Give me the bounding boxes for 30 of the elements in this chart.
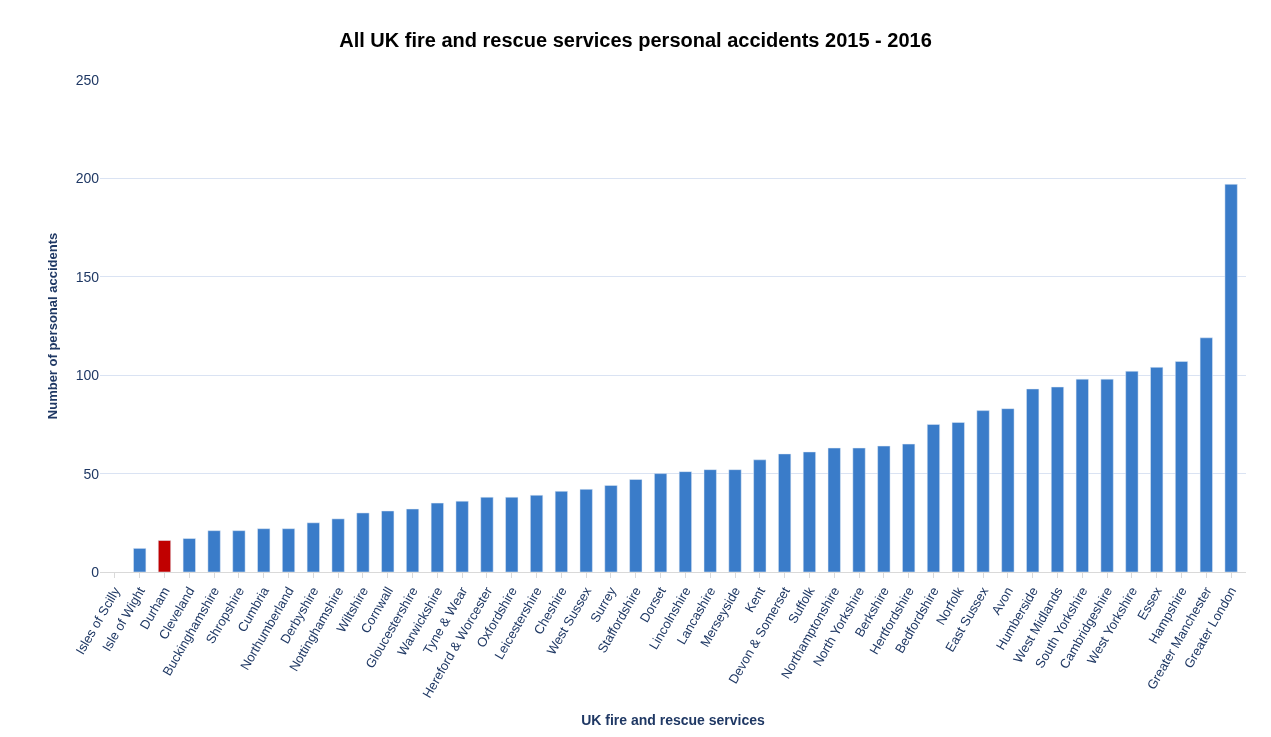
bar — [579, 489, 593, 572]
y-tick-label: 0 — [91, 563, 100, 580]
y-tick-label: 150 — [75, 268, 100, 285]
chart-title: All UK fire and rescue services personal accidents 2015 - 2016 — [339, 29, 932, 52]
bar — [257, 528, 271, 572]
bar — [282, 528, 295, 572]
bar — [232, 530, 246, 572]
bar — [182, 538, 196, 572]
bar — [381, 510, 395, 572]
bar — [629, 479, 643, 572]
x-axis-title: UK fire and rescue services — [581, 711, 766, 728]
y-tick-label: 50 — [83, 465, 100, 482]
y-axis-title: Number of personal accidents — [44, 232, 60, 420]
y-tick-label: 100 — [75, 367, 100, 384]
bar — [530, 495, 544, 572]
y-tick-label: 250 — [75, 71, 100, 88]
bar — [554, 491, 568, 572]
bar — [604, 485, 618, 572]
bar — [505, 496, 519, 572]
bar — [133, 548, 147, 572]
bar — [455, 500, 469, 572]
bar — [306, 522, 320, 572]
bar — [158, 540, 171, 572]
bar — [480, 496, 494, 572]
y-tick-label: 200 — [75, 170, 100, 187]
bar — [207, 530, 221, 572]
bar — [430, 502, 444, 572]
bar — [331, 518, 345, 572]
bar — [356, 512, 370, 572]
bar — [406, 508, 419, 572]
